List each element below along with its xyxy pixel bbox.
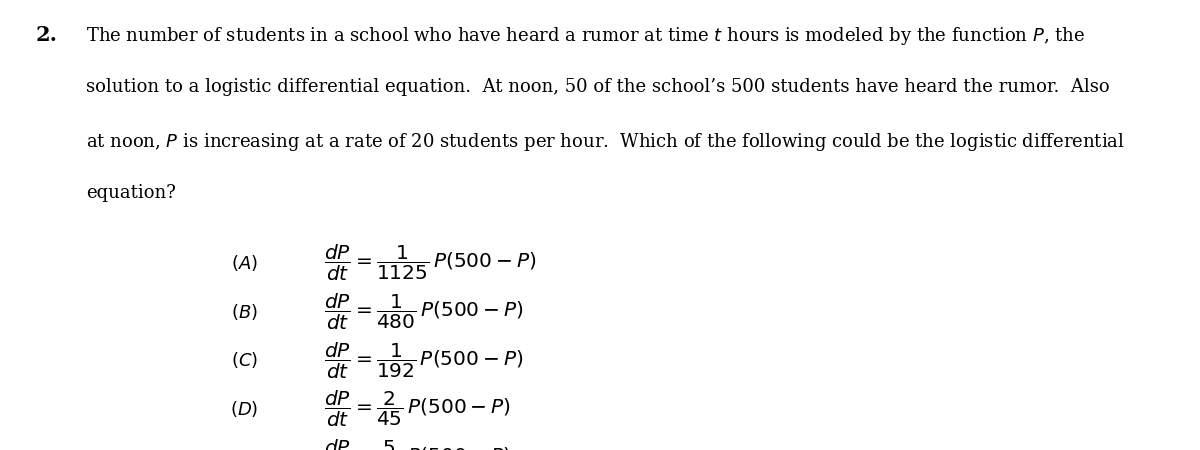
Text: $\dfrac{dP}{dt} = \dfrac{1}{192}\,P(500-P)$: $\dfrac{dP}{dt} = \dfrac{1}{192}\,P(500-… [324, 340, 523, 381]
Text: at noon, $P$ is increasing at a rate of 20 students per hour.  Which of the foll: at noon, $P$ is increasing at a rate of … [86, 131, 1126, 153]
Text: 2.: 2. [36, 25, 58, 45]
Text: $(D)$: $(D)$ [229, 399, 258, 419]
Text: $\dfrac{dP}{dt} = \dfrac{1}{1125}\,P(500-P)$: $\dfrac{dP}{dt} = \dfrac{1}{1125}\,P(500… [324, 243, 536, 284]
Text: equation?: equation? [86, 184, 176, 202]
Text: $\dfrac{dP}{dt} = \dfrac{1}{480}\,P(500-P)$: $\dfrac{dP}{dt} = \dfrac{1}{480}\,P(500-… [324, 292, 523, 332]
Text: $(A)$: $(A)$ [232, 253, 258, 273]
Text: $(C)$: $(C)$ [230, 351, 258, 370]
Text: $(E)$: $(E)$ [232, 448, 258, 450]
Text: $(B)$: $(B)$ [232, 302, 258, 322]
Text: $\dfrac{dP}{dt} = \dfrac{2}{45}\,P(500-P)$: $\dfrac{dP}{dt} = \dfrac{2}{45}\,P(500-P… [324, 389, 511, 429]
Text: The number of students in a school who have heard a rumor at time $t$ hours is m: The number of students in a school who h… [86, 25, 1086, 47]
Text: $\dfrac{dP}{dt} = \dfrac{5}{48}\,P(500-P)$: $\dfrac{dP}{dt} = \dfrac{5}{48}\,P(500-P… [324, 437, 511, 450]
Text: solution to a logistic differential equation.  At noon, 50 of the school’s 500 s: solution to a logistic differential equa… [86, 78, 1110, 96]
